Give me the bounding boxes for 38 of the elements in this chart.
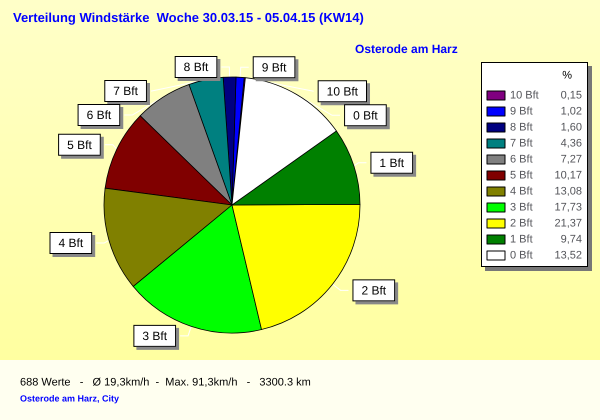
legend-label: 7 Bft [510,138,533,150]
legend-label: 3 Bft [510,202,533,214]
data-label: 1,02 [560,106,582,118]
legend-label: 6 Bft [510,154,533,166]
legend-label: 4 Bft [510,186,533,198]
data-label: 4,36 [560,138,582,150]
data-label: 21,37 [554,218,582,230]
chart-subtitle: Osterode am Harz [355,42,458,56]
legend-label: 1 Bft [510,234,533,246]
chart-title: Verteilung Windstärke Woche 30.03.15 - 05.04.15 (KW14) [13,10,364,25]
data-label: 17,73 [554,202,582,214]
slice-label: 0 Bft [353,108,378,122]
legend-label: 5 Bft [510,170,533,182]
data-label: 1,60 [560,122,582,134]
slice-label: 1 Bft [379,156,405,170]
data-label: 10,17 [554,170,582,182]
slice-label: 7 Bft [113,84,139,98]
slice-label: 8 Bft [184,60,210,74]
slice-label: 3 Bft [142,328,168,343]
text: Osterode am Harz, City [20,394,120,404]
data-label: 13,52 [554,250,582,262]
data-label: 7,27 [560,154,582,166]
slice-label: 6 Bft [86,108,112,122]
legend-title: % [562,70,572,82]
data-label: 13,08 [554,186,582,198]
legend-label: 0 Bft [510,250,533,262]
legend-label: 10 Bft [510,90,539,102]
slice-label: 4 Bft [58,236,84,250]
legend-label: 2 Bft [510,218,533,230]
slice-label: 2 Bft [361,283,387,298]
legend-label: 9 Bft [510,106,533,118]
slice-label: 10 Bft [326,84,359,98]
text: 688 Werte - Ø 19,3km/h - Max. 91,3km/h - 3300.3 km [20,376,311,388]
data-label: 9,74 [560,234,582,246]
slice-label: 5 Bft [67,138,92,152]
legend-label: 8 Bft [510,122,533,134]
data-label: 0,15 [560,90,582,102]
slice-label: 9 Bft [262,60,288,74]
